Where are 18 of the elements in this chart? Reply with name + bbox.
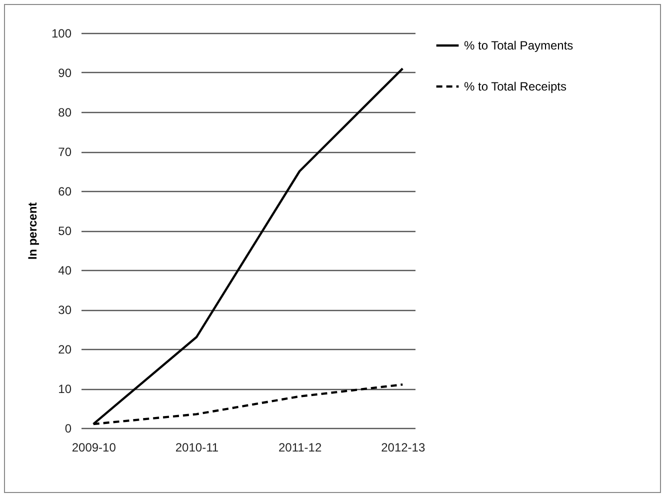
x-tick-label: 2010-11 [175, 440, 219, 454]
y-tick-label: 50 [58, 224, 72, 238]
legend-label: % to Total Payments [464, 38, 574, 52]
x-tick-label: 2012-13 [381, 440, 426, 454]
y-tick-label: 40 [58, 264, 72, 278]
x-tick-label: 2011-12 [278, 440, 322, 454]
y-tick-label: 70 [58, 145, 72, 159]
y-tick-label: 30 [58, 303, 72, 317]
legend-label: % to Total Receipts [464, 80, 566, 94]
y-axis-title: In percent [25, 202, 40, 260]
y-tick-label: 90 [58, 66, 72, 80]
y-tick-label: 60 [58, 184, 72, 198]
y-tick-label: 0 [64, 422, 72, 436]
y-tick-label: 10 [58, 382, 72, 396]
y-tick-label: 20 [58, 342, 72, 356]
x-tick-label: 2009-10 [72, 440, 116, 454]
y-tick-label: 80 [58, 106, 72, 120]
y-tick-label: 100 [51, 26, 72, 40]
